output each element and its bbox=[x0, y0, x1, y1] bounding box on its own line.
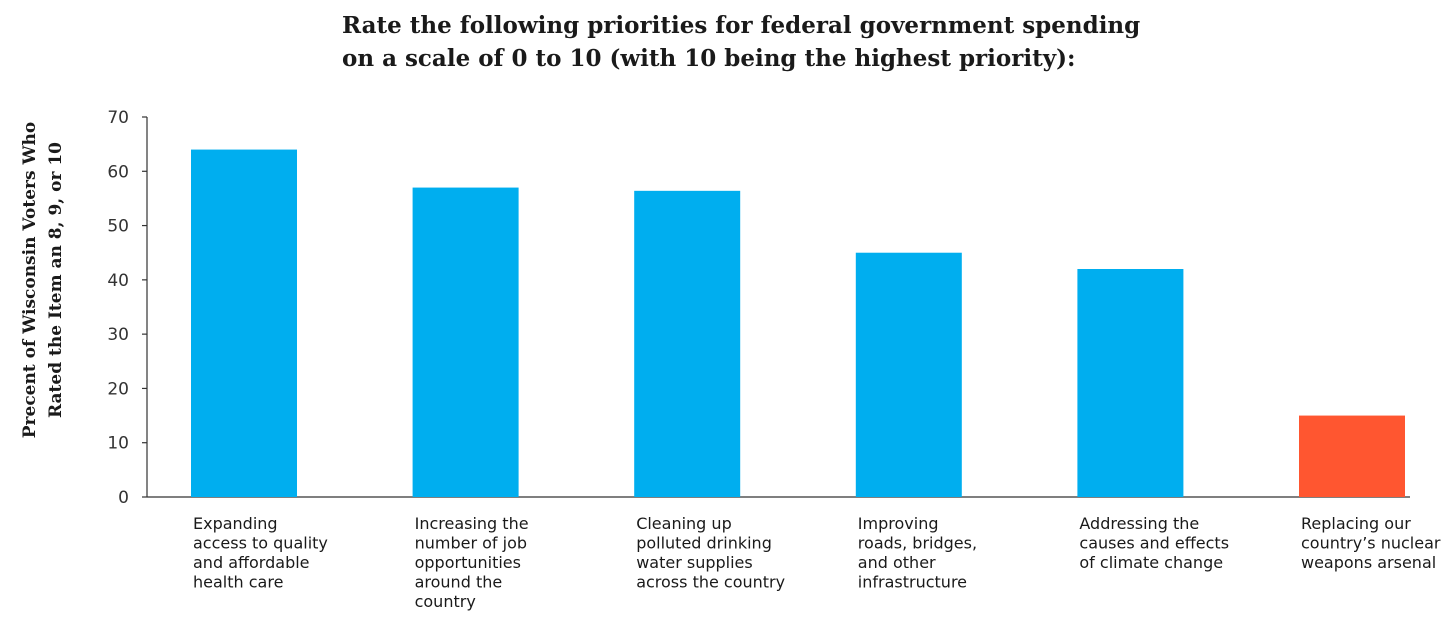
bar bbox=[634, 190, 741, 498]
x-category-label: Addressing the causes and effects of clima… bbox=[1079, 514, 1229, 572]
y-axis-label: Precent of Wisconsin Voters Who Rated the… bbox=[20, 122, 66, 438]
y-tick-label: 60 bbox=[107, 162, 129, 182]
x-category-label-line: Increasing the bbox=[415, 514, 529, 533]
x-category-label-line: number of job bbox=[415, 534, 527, 553]
x-category-label-line: weapons arsenal bbox=[1301, 553, 1436, 572]
chart-title-line: Rate the following priorities for federa… bbox=[342, 12, 1140, 39]
x-category-label: Replacing our country’s nuclear weapons ar… bbox=[1301, 514, 1441, 572]
chart-title: Rate the following priorities for federa… bbox=[342, 12, 1140, 72]
y-tick-label: 20 bbox=[107, 379, 129, 399]
x-axis-category-labels: Expanding access to quality and affordable… bbox=[193, 514, 1441, 611]
x-category-label-line: water supplies bbox=[636, 553, 753, 572]
x-category-label-line: Addressing the bbox=[1079, 514, 1199, 533]
x-category-label: Expanding access to quality and affordable… bbox=[193, 514, 328, 592]
x-category-label-line: roads, bridges, bbox=[858, 534, 977, 553]
y-tick-label: 40 bbox=[107, 271, 129, 291]
y-axis-ticks: 0 10 20 30 40 50 60 70 bbox=[107, 108, 147, 508]
x-category-label-line: opportunities bbox=[415, 553, 521, 572]
y-tick-label: 70 bbox=[107, 108, 129, 128]
x-category-label: Improving roads, bridges, and other infrast… bbox=[858, 514, 977, 592]
y-tick-label: 10 bbox=[107, 434, 129, 454]
x-category-label-line: Expanding bbox=[193, 514, 278, 533]
bar bbox=[1077, 269, 1184, 497]
x-category-label-line: and other bbox=[858, 553, 936, 572]
bar bbox=[412, 187, 519, 498]
x-category-label-line: infrastructure bbox=[858, 573, 967, 592]
x-category-label-line: around the bbox=[415, 573, 503, 592]
x-category-label-line: across the country bbox=[636, 573, 785, 592]
x-category-label-line: health care bbox=[193, 573, 283, 592]
chart-title-line: on a scale of 0 to 10 (with 10 being the… bbox=[342, 45, 1075, 72]
y-tick-label: 0 bbox=[118, 488, 129, 508]
y-tick-label: 30 bbox=[107, 325, 129, 345]
x-category-label-line: causes and effects bbox=[1079, 534, 1229, 553]
bars bbox=[191, 149, 1405, 498]
x-category-label-line: Improving bbox=[858, 514, 939, 533]
x-category-label-line: polluted drinking bbox=[636, 534, 772, 553]
bar bbox=[191, 149, 297, 498]
x-category-label-line: and affordable bbox=[193, 553, 310, 572]
y-axis-label-line: Rated the Item an 8, 9, or 10 bbox=[46, 142, 66, 418]
y-axis-label-line: Precent of Wisconsin Voters Who bbox=[20, 122, 40, 438]
x-category-label-line: country’s nuclear bbox=[1301, 534, 1441, 553]
y-tick-label: 50 bbox=[107, 217, 129, 237]
x-category-label-line: country bbox=[415, 592, 476, 611]
x-category-label: Cleaning up polluted drinking water suppli… bbox=[636, 514, 785, 592]
x-category-label-line: Replacing our bbox=[1301, 514, 1411, 533]
bar bbox=[1299, 415, 1405, 497]
x-category-label-line: Cleaning up bbox=[636, 514, 732, 533]
x-category-label: Increasing the number of job opportunities… bbox=[415, 514, 529, 611]
x-category-label-line: access to quality bbox=[193, 534, 328, 553]
bar bbox=[855, 252, 962, 497]
x-category-label-line: of climate change bbox=[1079, 553, 1223, 572]
